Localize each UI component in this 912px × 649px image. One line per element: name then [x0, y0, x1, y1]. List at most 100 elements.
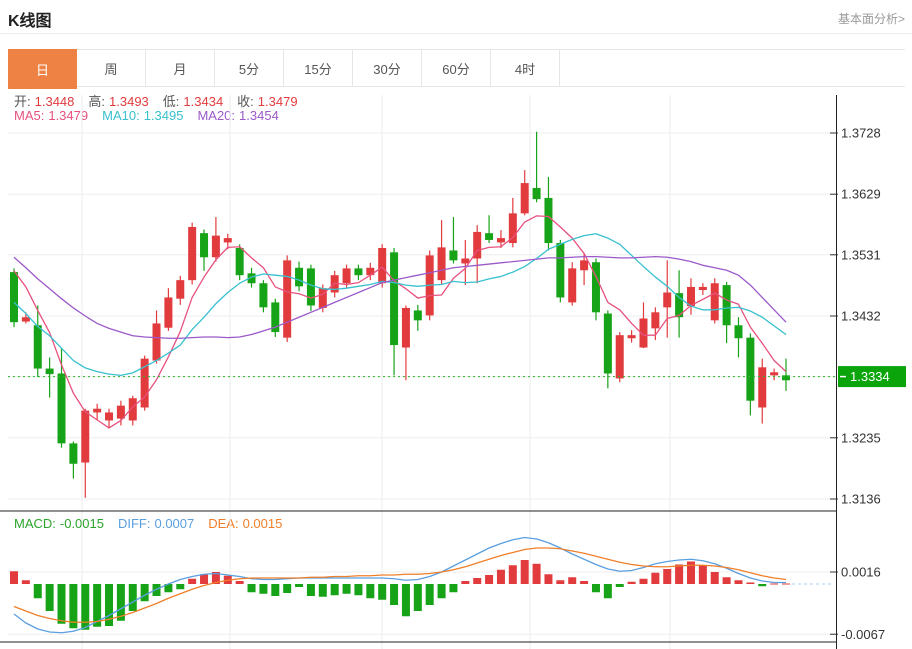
tab-30分[interactable]: 30分	[353, 50, 422, 86]
macd-bar	[734, 580, 743, 584]
readout-label: MACD:	[14, 516, 56, 531]
axis-tick-label: 1.3432	[841, 309, 881, 324]
macd-bar	[81, 584, 90, 630]
candle-body	[520, 183, 529, 214]
macd-bar	[354, 584, 363, 596]
candle-body	[188, 226, 197, 281]
candle-body	[57, 373, 66, 444]
macd-bar	[283, 584, 292, 593]
candle-body	[354, 268, 363, 276]
candle-body	[259, 283, 268, 308]
candle-body	[639, 318, 648, 348]
readout-label: MA20:	[197, 108, 236, 123]
readout-value: 1.3434	[183, 94, 224, 109]
candle-body	[93, 408, 102, 413]
macd-bar	[105, 584, 114, 626]
dea-line	[13, 547, 787, 623]
candle-body	[223, 238, 232, 243]
current-price-tag-label: 1.3334	[850, 369, 890, 384]
macd-bar	[758, 584, 767, 587]
candle-body	[271, 302, 280, 333]
tab-60分[interactable]: 60分	[422, 50, 491, 86]
macd-bar	[295, 584, 304, 587]
macd-bar	[508, 565, 517, 584]
candle-body	[211, 235, 220, 258]
fundamental-analysis-link[interactable]: 基本面分析>	[837, 12, 905, 26]
macd-bar	[188, 578, 197, 584]
ohlc-readout: 开: 1.3448 高: 1.3493 低: 1.3434 收: 1.3479	[14, 91, 312, 110]
axis-tick-label: 1.3136	[841, 492, 881, 507]
candle-body	[603, 313, 612, 374]
macd-bar	[211, 572, 220, 584]
readout-value: 1.3479	[48, 108, 89, 123]
candle-body	[235, 247, 244, 276]
macd-bar	[57, 584, 66, 624]
macd-bar	[152, 584, 161, 596]
candle-body	[580, 260, 589, 271]
macd-bar	[544, 574, 553, 584]
tab-4时[interactable]: 4时	[491, 50, 560, 86]
candle-body	[164, 297, 173, 328]
macd-bar	[580, 581, 589, 584]
tab-5分[interactable]: 5分	[215, 50, 284, 86]
page-title: K线图	[8, 13, 52, 30]
candle-body	[401, 307, 410, 348]
readout-value: 0.0015	[242, 516, 283, 531]
macd-bar	[128, 584, 137, 611]
candle-body	[698, 286, 707, 291]
current-price-tag	[838, 366, 906, 388]
readout-value: 1.3454	[239, 108, 279, 123]
macd-bar	[710, 572, 719, 584]
macd-bar	[461, 581, 470, 584]
readout-label: 高:	[88, 94, 106, 109]
header-divider	[0, 33, 912, 34]
candle-body	[283, 260, 292, 338]
tab-15分[interactable]: 15分	[284, 50, 353, 86]
readout-label: MA5:	[14, 108, 45, 123]
macd-bar	[140, 584, 149, 602]
macd-bar	[93, 584, 102, 627]
candle-body	[722, 285, 731, 326]
candle-body	[710, 283, 719, 321]
candle-body	[449, 250, 458, 261]
candle-body	[366, 267, 375, 276]
macd-bar	[366, 584, 375, 599]
macd-bar	[200, 574, 209, 584]
tab-日[interactable]: 日	[8, 49, 77, 89]
macd-bar	[675, 564, 684, 584]
macd-bar	[10, 571, 18, 584]
macd-bar	[342, 584, 351, 594]
readout-value: 1.3479	[257, 94, 298, 109]
macd-bar	[568, 577, 577, 584]
readout-value: 1.3495	[143, 108, 184, 123]
candle-body	[568, 268, 577, 303]
macd-bar	[21, 580, 30, 584]
macd-bar	[437, 584, 446, 599]
macd-bar	[116, 584, 125, 621]
tab-月[interactable]: 月	[146, 50, 215, 86]
candle-body	[116, 405, 125, 419]
axis-tick-label: 1.3728	[841, 126, 881, 141]
candle-body	[306, 268, 315, 306]
readout-label: DIFF:	[117, 516, 151, 531]
macd-bar	[782, 583, 790, 585]
candle-body	[45, 368, 54, 375]
candle-body	[746, 337, 755, 401]
macd-bar	[651, 572, 660, 584]
tab-周[interactable]: 周	[77, 50, 146, 86]
macd-bar	[176, 584, 185, 590]
candle-body	[247, 273, 256, 284]
readout-value: 0.0007	[154, 516, 195, 531]
macd-bar	[235, 581, 244, 584]
macd-bar	[603, 584, 612, 599]
candle-body	[770, 372, 779, 376]
macd-bar	[746, 582, 755, 584]
candle-body	[342, 268, 351, 284]
macd-readout: MACD: -0.0015 DIFF: 0.0007 DEA: 0.0015	[14, 516, 296, 531]
macd-bar	[449, 584, 458, 593]
candle-body	[473, 231, 482, 259]
candle-body	[390, 252, 399, 346]
diff-line	[13, 536, 786, 634]
macd-bar	[425, 584, 434, 605]
